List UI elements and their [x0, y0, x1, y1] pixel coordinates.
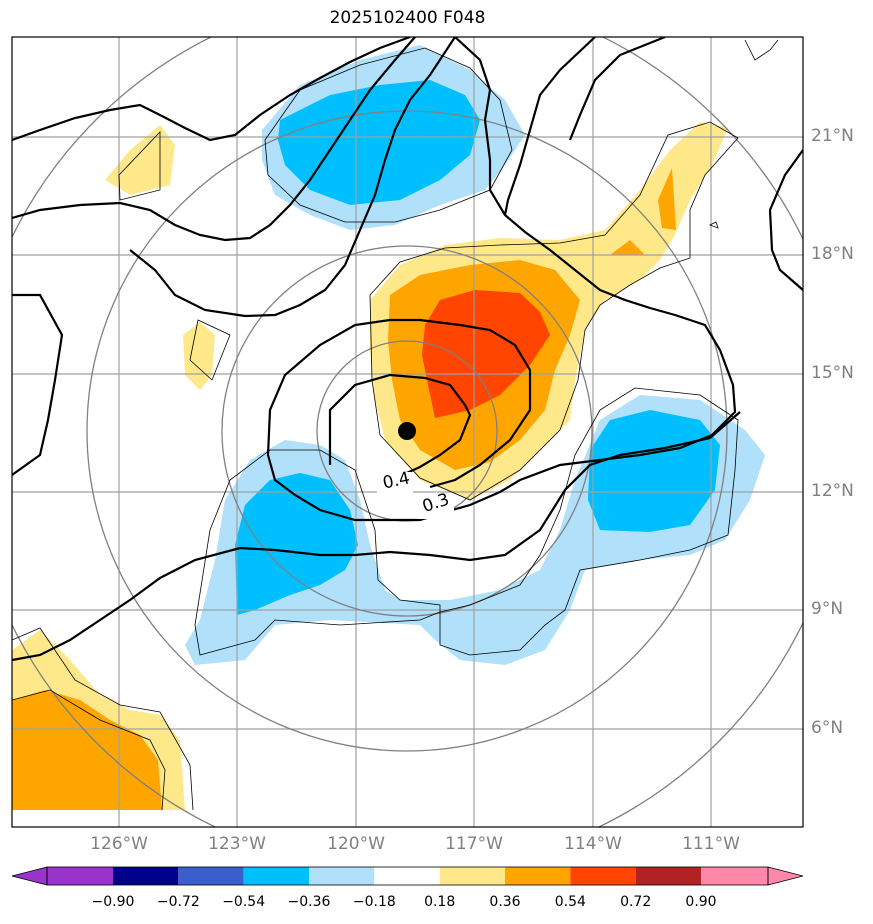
colorbar-segment [570, 867, 636, 885]
colorbar-segment [47, 867, 113, 885]
colorbar-tick-label: 0.36 [489, 894, 521, 910]
colorbar-tick-label: 0.90 [685, 894, 717, 910]
lon-label-111w: 111°W [682, 834, 740, 854]
lat-lon-grid [12, 37, 803, 827]
colorbar-tick-label: −0.72 [156, 894, 200, 910]
colorbar-tick-label: 0.18 [424, 894, 456, 910]
lat-label-6n: 6°N [811, 718, 844, 738]
colorbar-tick-label: −0.90 [91, 894, 135, 910]
colorbar-segment [178, 867, 244, 885]
colorbar-tick-label: −0.18 [352, 894, 396, 910]
storm-center-marker [398, 422, 416, 440]
range-rings [12, 37, 803, 827]
colorbar-tick-label: −0.54 [222, 894, 266, 910]
colorbar-segment [374, 867, 440, 885]
map-title: 2025102400 F048 [329, 8, 486, 28]
lon-label-114w: 114°W [564, 834, 622, 854]
colorbar-segment [439, 867, 505, 885]
lat-label-21n: 21°N [811, 126, 854, 146]
negative-anomaly-medium [235, 80, 720, 615]
colorbar-segment [635, 867, 701, 885]
lon-label-123w: 123°W [208, 834, 266, 854]
colorbar-segment [701, 867, 768, 885]
colorbar-segment [505, 867, 571, 885]
colorbar-segment [309, 867, 375, 885]
colorbar-tick-label: −0.36 [287, 894, 331, 910]
lat-label-9n: 9°N [811, 599, 844, 619]
lat-label-12n: 12°N [811, 481, 854, 501]
map-panel [11, 36, 804, 828]
colorbar [11, 866, 804, 886]
colorbar-segment [243, 867, 309, 885]
lat-label-15n: 15°N [811, 363, 854, 383]
colorbar-tick-label: 0.54 [554, 894, 586, 910]
lon-label-117w: 117°W [445, 834, 503, 854]
lat-label-18n: 18°N [811, 244, 854, 264]
lon-label-126w: 126°W [90, 834, 148, 854]
lon-label-120w: 120°W [327, 834, 385, 854]
colorbar-tick-label: 0.72 [620, 894, 652, 910]
thick-contours [12, 37, 803, 662]
positive-anomaly-strong [422, 290, 550, 418]
thin-contours [12, 39, 779, 811]
colorbar-segment [113, 867, 179, 885]
